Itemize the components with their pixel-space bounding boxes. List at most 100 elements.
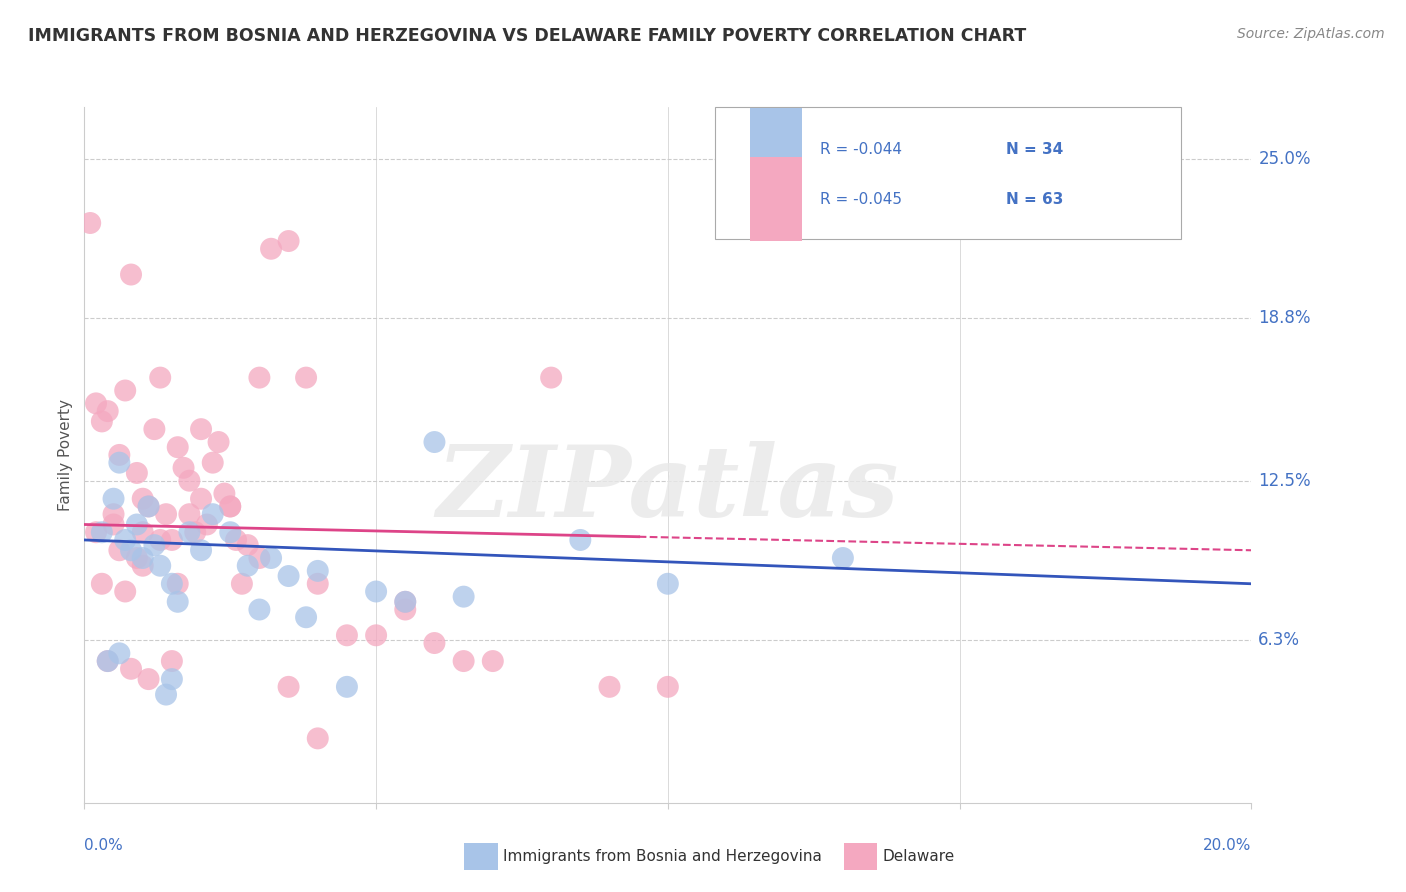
Point [832, 551, 855, 566]
Point [201, 507, 224, 521]
Point [138, 500, 160, 514]
Point [179, 507, 201, 521]
Point [149, 558, 172, 573]
Point [138, 500, 160, 514]
Point [114, 584, 136, 599]
Point [394, 595, 416, 609]
Text: R = -0.044: R = -0.044 [820, 142, 901, 157]
Point [219, 525, 242, 540]
Point [84, 396, 107, 410]
Point [155, 688, 177, 702]
Point [84, 525, 107, 540]
Point [190, 422, 212, 436]
Point [149, 370, 172, 384]
Point [143, 538, 166, 552]
Point [277, 234, 299, 248]
Point [166, 440, 188, 454]
Point [125, 517, 148, 532]
Point [90, 525, 112, 540]
Point [103, 491, 125, 506]
Point [195, 517, 218, 532]
Text: N = 34: N = 34 [1007, 142, 1063, 157]
Point [155, 507, 177, 521]
Point [138, 672, 160, 686]
Point [160, 654, 183, 668]
Point [657, 680, 679, 694]
Text: IMMIGRANTS FROM BOSNIA AND HERZEGOVINA VS DELAWARE FAMILY POVERTY CORRELATION CH: IMMIGRANTS FROM BOSNIA AND HERZEGOVINA V… [28, 27, 1026, 45]
Point [481, 654, 505, 668]
Point [132, 525, 155, 540]
Point [569, 533, 592, 547]
Point [307, 576, 329, 591]
Point [90, 576, 112, 591]
Point [103, 517, 125, 532]
Point [132, 551, 155, 566]
Point [108, 448, 131, 462]
Text: 25.0%: 25.0% [1258, 150, 1310, 168]
Point [277, 569, 299, 583]
Point [97, 404, 120, 418]
Point [173, 460, 195, 475]
Point [125, 466, 148, 480]
Text: R = -0.045: R = -0.045 [820, 192, 901, 207]
Point [295, 610, 318, 624]
Point [599, 680, 621, 694]
Point [336, 680, 359, 694]
Point [260, 242, 283, 256]
Point [423, 636, 446, 650]
Point [184, 525, 207, 540]
Point [90, 414, 112, 428]
Point [366, 584, 388, 599]
FancyBboxPatch shape [749, 108, 801, 191]
Point [108, 543, 131, 558]
Point [166, 595, 188, 609]
Point [132, 558, 155, 573]
Point [336, 628, 359, 642]
Point [423, 435, 446, 450]
Point [260, 551, 283, 566]
Point [132, 491, 155, 506]
Point [394, 595, 416, 609]
Point [125, 551, 148, 566]
Y-axis label: Family Poverty: Family Poverty [58, 399, 73, 511]
Text: 20.0%: 20.0% [1204, 838, 1251, 854]
Point [219, 500, 242, 514]
Point [201, 456, 224, 470]
Point [295, 370, 318, 384]
Point [79, 216, 101, 230]
Point [114, 533, 136, 547]
Text: ZIPatlas: ZIPatlas [437, 442, 898, 538]
Point [179, 474, 201, 488]
Text: Delaware: Delaware [883, 849, 955, 863]
FancyBboxPatch shape [749, 157, 801, 241]
Text: 0.0%: 0.0% [84, 838, 124, 854]
Point [114, 384, 136, 398]
Point [160, 533, 183, 547]
Point [249, 551, 271, 566]
Point [120, 268, 142, 282]
Text: 12.5%: 12.5% [1258, 472, 1310, 490]
Point [307, 564, 329, 578]
Point [394, 602, 416, 616]
Point [231, 576, 253, 591]
Point [249, 602, 271, 616]
Point [453, 654, 475, 668]
FancyBboxPatch shape [714, 107, 1181, 239]
Point [166, 576, 188, 591]
Point [277, 680, 299, 694]
Point [160, 576, 183, 591]
Point [225, 533, 247, 547]
Point [103, 507, 125, 521]
Point [120, 662, 142, 676]
Point [453, 590, 475, 604]
Point [307, 731, 329, 746]
Point [179, 525, 201, 540]
Text: Immigrants from Bosnia and Herzegovina: Immigrants from Bosnia and Herzegovina [503, 849, 823, 863]
Point [366, 628, 388, 642]
Point [249, 370, 271, 384]
Point [190, 491, 212, 506]
Text: 18.8%: 18.8% [1258, 310, 1310, 327]
Text: Source: ZipAtlas.com: Source: ZipAtlas.com [1237, 27, 1385, 41]
Point [149, 533, 172, 547]
Point [214, 486, 236, 500]
